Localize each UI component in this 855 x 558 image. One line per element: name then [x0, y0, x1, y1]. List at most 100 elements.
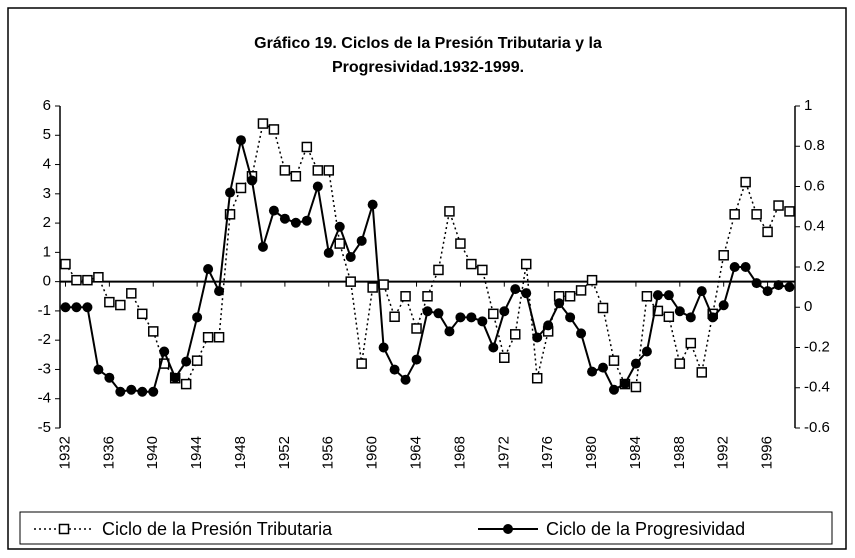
point	[213, 332, 225, 343]
point	[652, 305, 664, 317]
point	[575, 285, 587, 296]
x-tick-label: 1992	[715, 436, 732, 469]
point	[268, 205, 279, 216]
x-tick-label: 1948	[232, 436, 249, 469]
point	[147, 326, 159, 337]
point	[718, 250, 729, 261]
x-tick-label: 1944	[188, 436, 205, 469]
point	[389, 311, 400, 323]
point	[499, 306, 510, 317]
point	[619, 378, 630, 389]
point	[345, 251, 356, 262]
x-tick-label: 1980	[583, 436, 600, 469]
point	[729, 262, 740, 272]
point	[290, 217, 301, 228]
point	[663, 311, 675, 323]
y-tick-label: -2	[38, 331, 51, 348]
point	[170, 372, 181, 383]
y2-tick-label: 0.6	[804, 177, 825, 194]
y-tick-label: 2	[43, 214, 51, 231]
point	[378, 279, 389, 290]
point	[203, 264, 214, 275]
x-tick-label: 1936	[100, 436, 117, 469]
point	[477, 264, 488, 276]
point	[71, 274, 82, 286]
point	[762, 226, 773, 238]
point	[422, 291, 433, 302]
point	[82, 274, 93, 286]
point	[455, 238, 466, 249]
y2-tick-label: -0.4	[804, 379, 830, 396]
point	[663, 290, 674, 301]
point	[521, 288, 532, 299]
chart-title: Progresividad.1932-1999.	[332, 59, 524, 76]
point	[696, 367, 708, 378]
point	[104, 296, 115, 308]
chart-frame	[7, 7, 847, 550]
point	[674, 306, 685, 317]
point	[674, 358, 686, 369]
legend-label: Ciclo de la Progresividad	[546, 519, 745, 539]
point	[543, 320, 554, 331]
point	[641, 291, 653, 302]
point	[93, 271, 104, 283]
point	[499, 352, 510, 363]
point	[367, 199, 378, 210]
point	[784, 206, 795, 217]
legend-box	[19, 511, 833, 545]
y-tick-label: -1	[38, 302, 51, 319]
y-tick-label: 6	[43, 97, 51, 114]
point	[137, 308, 148, 320]
point	[422, 306, 433, 317]
point	[159, 346, 170, 357]
point	[115, 299, 126, 311]
point	[696, 286, 707, 297]
x-tick-label: 1984	[627, 436, 644, 469]
point	[773, 200, 784, 211]
point	[257, 241, 268, 252]
point	[576, 328, 587, 339]
point	[718, 300, 729, 311]
point	[137, 386, 148, 397]
x-tick-label: 1932	[56, 436, 73, 469]
point	[378, 342, 389, 353]
chart-title: Gráfico 19. Ciclos de la Presión Tributa…	[254, 35, 602, 52]
point	[104, 372, 115, 383]
point	[520, 258, 532, 270]
point	[356, 235, 367, 246]
point	[586, 274, 598, 286]
point	[367, 282, 378, 293]
point	[301, 141, 313, 153]
x-tick-label: 1996	[759, 436, 776, 469]
x-tick-label: 1940	[144, 436, 161, 469]
point	[510, 284, 521, 295]
point	[191, 355, 203, 366]
point	[93, 364, 104, 375]
point	[126, 288, 137, 299]
y2-tick-label: 0.2	[804, 258, 825, 275]
legend-marker	[58, 523, 70, 535]
point	[411, 354, 422, 365]
y2-tick-label: -0.6	[804, 419, 830, 436]
x-tick-label: 1952	[276, 436, 293, 469]
point	[400, 374, 411, 385]
x-tick-label: 1988	[671, 436, 688, 469]
point	[554, 298, 565, 309]
y-tick-label: 4	[43, 156, 51, 173]
y-tick-label: -3	[38, 360, 51, 377]
y2-tick-label: 0.4	[804, 218, 825, 235]
y-tick-label: 5	[43, 126, 51, 143]
point	[257, 118, 269, 129]
point	[784, 282, 795, 293]
point	[334, 221, 345, 232]
point	[762, 286, 773, 297]
point	[466, 312, 477, 323]
point	[444, 326, 455, 337]
point	[587, 366, 598, 377]
point	[565, 312, 576, 323]
y-tick-label: 0	[43, 273, 51, 290]
x-tick-label: 1964	[407, 436, 424, 469]
point	[115, 386, 126, 397]
legend-label: Ciclo de la Presión Tributaria	[102, 519, 333, 539]
y-tick-label: 1	[43, 243, 51, 260]
